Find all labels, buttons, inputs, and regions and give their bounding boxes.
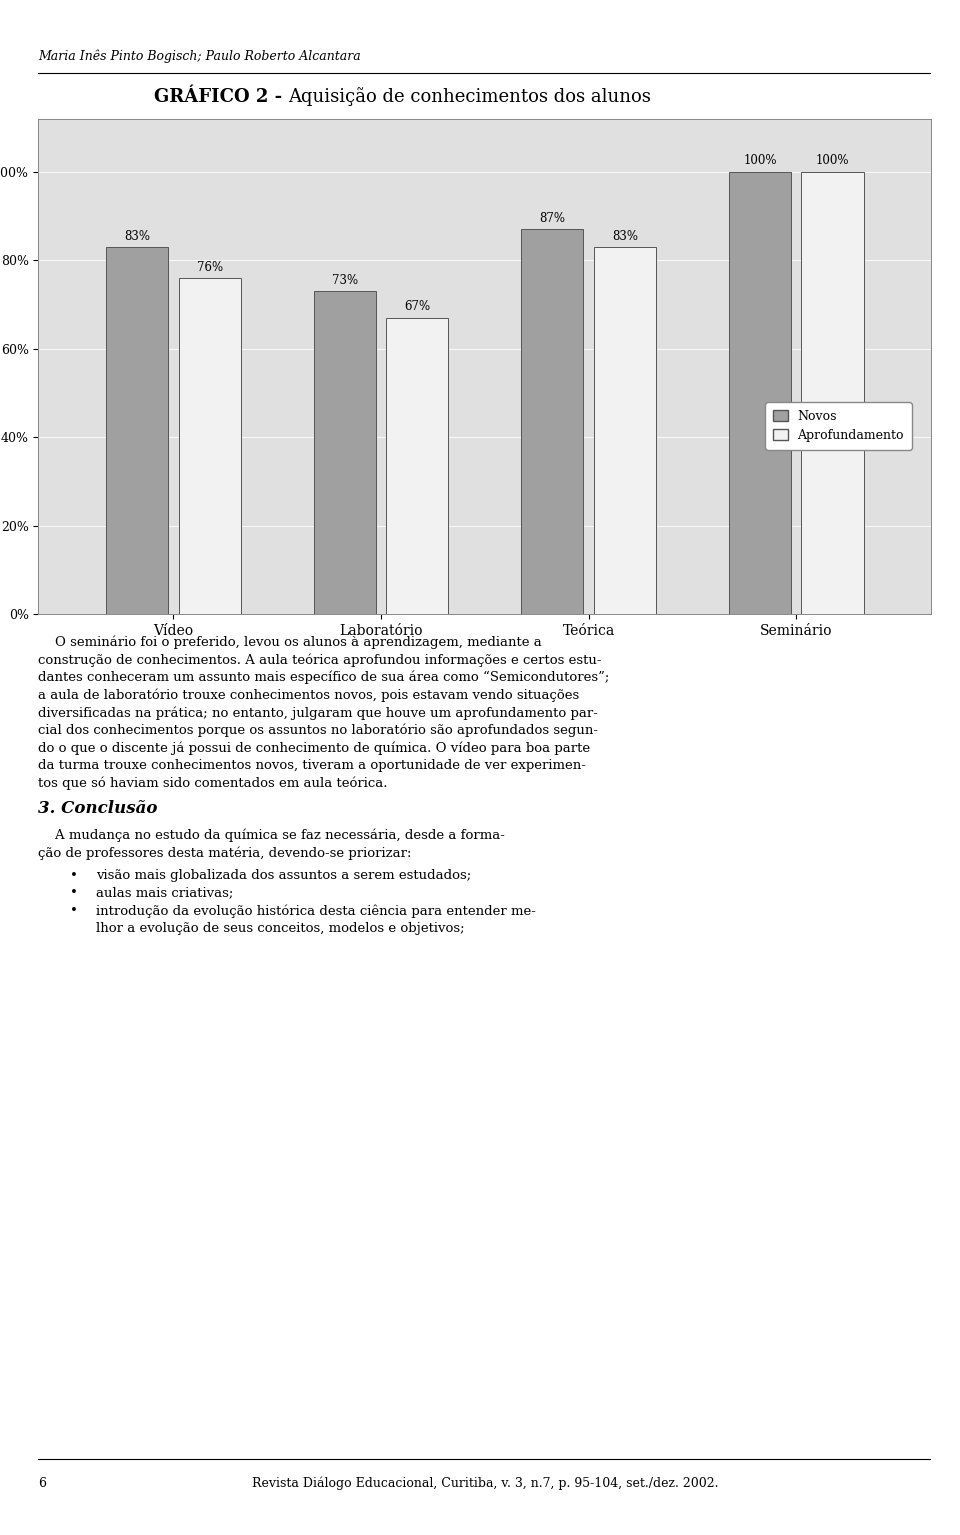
Text: 76%: 76% <box>197 261 223 273</box>
Text: introdução da evolução histórica desta ciência para entender me-: introdução da evolução histórica desta c… <box>96 904 537 918</box>
Text: Maria Inês Pinto Bogisch; Paulo Roberto Alcantara: Maria Inês Pinto Bogisch; Paulo Roberto … <box>38 49 361 63</box>
Text: 83%: 83% <box>612 230 638 243</box>
Text: A mudança no estudo da química se faz necessária, desde a forma-: A mudança no estudo da química se faz ne… <box>38 829 505 843</box>
Text: visão mais globalizada dos assuntos a serem estudados;: visão mais globalizada dos assuntos a se… <box>96 869 471 881</box>
Text: 87%: 87% <box>540 212 565 224</box>
Bar <box>179 278 241 614</box>
Text: 73%: 73% <box>331 273 358 287</box>
Text: •: • <box>70 869 78 881</box>
Text: 83%: 83% <box>124 230 150 243</box>
Bar <box>594 247 656 614</box>
Text: dantes conheceram um assunto mais específico de sua área como “Semicondutores”;: dantes conheceram um assunto mais especí… <box>38 671 610 685</box>
Bar <box>106 247 168 614</box>
Text: 67%: 67% <box>404 301 430 313</box>
Bar <box>314 292 375 614</box>
Text: 3. Conclusão: 3. Conclusão <box>38 800 157 817</box>
Text: lhor a evolução de seus conceitos, modelos e objetivos;: lhor a evolução de seus conceitos, model… <box>96 923 465 935</box>
Text: 100%: 100% <box>743 155 777 167</box>
Text: cial dos conhecimentos porque os assuntos no laboratório são aprofundados segun-: cial dos conhecimentos porque os assunto… <box>38 723 598 737</box>
Text: ção de professores desta matéria, devendo-se priorizar:: ção de professores desta matéria, devend… <box>38 846 412 860</box>
Text: a aula de laboratório trouxe conhecimentos novos, pois estavam vendo situações: a aula de laboratório trouxe conheciment… <box>38 688 580 701</box>
Text: diversificadas na prática; no entanto, julgaram que houve um aprofundamento par-: diversificadas na prática; no entanto, j… <box>38 706 598 720</box>
Text: tos que só haviam sido comentados em aula teórica.: tos que só haviam sido comentados em aul… <box>38 777 388 791</box>
Text: Aquisição de conhecimentos dos alunos: Aquisição de conhecimentos dos alunos <box>288 87 651 106</box>
Text: 6: 6 <box>38 1477 46 1490</box>
Text: 100%: 100% <box>816 155 850 167</box>
Bar <box>729 172 791 614</box>
Text: •: • <box>70 886 78 900</box>
Text: aulas mais criativas;: aulas mais criativas; <box>96 886 234 900</box>
Text: O seminário foi o preferido, levou os alunos à aprendizagem, mediante a: O seminário foi o preferido, levou os al… <box>38 635 542 649</box>
Text: da turma trouxe conhecimentos novos, tiveram a oportunidade de ver experimen-: da turma trouxe conhecimentos novos, tiv… <box>38 758 587 772</box>
Text: GRÁFICO 2 -: GRÁFICO 2 - <box>154 87 288 106</box>
Legend: Novos, Aprofundamento: Novos, Aprofundamento <box>765 402 912 450</box>
Text: do o que o discente já possui de conhecimento de química. O vídeo para boa parte: do o que o discente já possui de conheci… <box>38 741 590 755</box>
Text: Revista Diálogo Educacional, Curitiba, v. 3, n.7, p. 95-104, set./dez. 2002.: Revista Diálogo Educacional, Curitiba, v… <box>252 1477 718 1490</box>
Bar <box>802 172 864 614</box>
Bar <box>386 318 448 614</box>
Text: construção de conhecimentos. A aula teórica aprofundou informações e certos estu: construção de conhecimentos. A aula teór… <box>38 652 602 666</box>
Text: •: • <box>70 904 78 916</box>
Bar <box>521 229 584 614</box>
